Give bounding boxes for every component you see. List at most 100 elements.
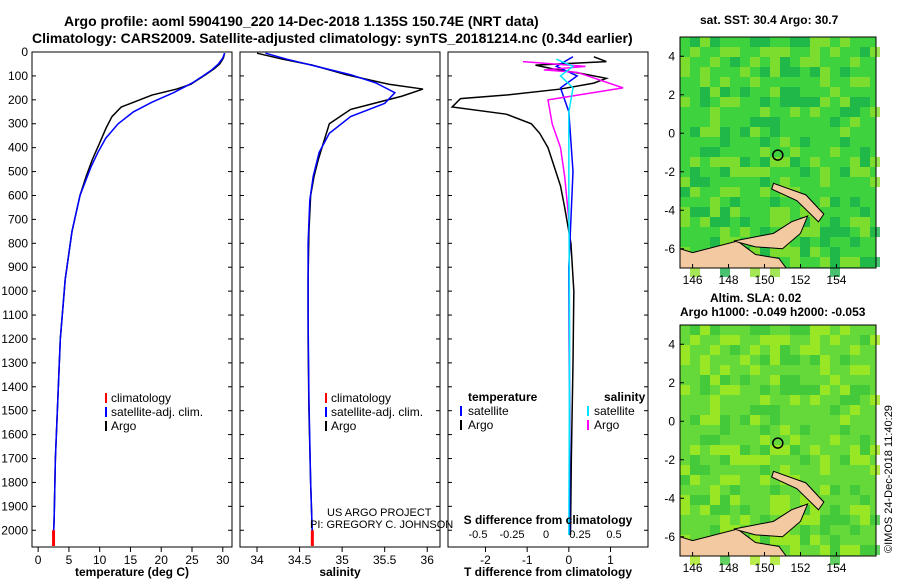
difference-top-tick-label: 0.5: [606, 529, 621, 541]
difference-series-s-argo: [522, 60, 624, 220]
sla-map-cell: [820, 465, 830, 475]
sst-map-cell: [730, 207, 740, 217]
sst-map-cell: [750, 57, 760, 67]
sst-map-cell: [750, 37, 760, 47]
sla-map-cell: [780, 335, 790, 345]
sla-map-cell: [850, 545, 860, 555]
sst-map-cell: [810, 217, 820, 227]
sla-map-cell: [680, 345, 690, 355]
depth-tick-label: 100: [8, 69, 28, 83]
sst-map-cell: [690, 37, 700, 47]
sla-map-cell: [770, 505, 780, 515]
sla-map-cell: [820, 485, 830, 495]
sst-map-cell: [870, 227, 880, 237]
difference-series-s-satellite: [556, 58, 575, 536]
sla-map-cell: [710, 325, 720, 335]
sla-map-cell: [760, 355, 770, 365]
sla-map-cell: [800, 535, 810, 545]
sst-map-cell: [690, 157, 700, 167]
sst-map-cell: [830, 147, 840, 157]
sla-map-cell: [870, 395, 880, 405]
sla-map-cell: [850, 365, 860, 375]
depth-tick-label: 1600: [1, 428, 28, 442]
sst-map-cell: [840, 67, 850, 77]
sst-map-cell: [710, 197, 720, 207]
sla-map-cell: [700, 435, 710, 445]
sst-map-xtick-label: 148: [719, 273, 739, 287]
sla-map-cell: [730, 445, 740, 455]
sla-map-cell: [820, 385, 830, 395]
sst-map-cell: [730, 187, 740, 197]
sla-map-cell: [800, 525, 810, 535]
sst-map-cell: [860, 257, 870, 267]
sst-map-cell: [720, 137, 730, 147]
sla-map-cell: [770, 335, 780, 345]
difference-legend-entry: satellite: [468, 404, 509, 418]
sla-map-cell: [820, 525, 830, 535]
sst-map-cell: [780, 137, 790, 147]
sla-map-frame: [679, 324, 877, 557]
sst-map-cell: [690, 167, 700, 177]
sst-map-cell: [770, 47, 780, 57]
sla-map-cell: [740, 515, 750, 525]
depth-tick-label: 1400: [1, 380, 28, 394]
sla-map-cell: [780, 345, 790, 355]
sst-map-cell: [850, 97, 860, 107]
sst-map-cell: [860, 47, 870, 57]
temperature-legend-entry: Argo: [111, 419, 137, 433]
sst-map-cell: [790, 157, 800, 167]
sla-map-cell: [850, 395, 860, 405]
sst-map-cell: [860, 77, 870, 87]
sla-map-cell: [840, 455, 850, 465]
sst-map-cell: [700, 177, 710, 187]
sla-map-cell: [820, 325, 830, 335]
sst-map-cell: [830, 117, 840, 127]
sla-map-cell: [720, 455, 730, 465]
sst-map-cell: [700, 37, 710, 47]
difference-xlabel: T difference from climatology: [464, 565, 632, 579]
sst-map-cell: [860, 207, 870, 217]
sla-map-cell: [810, 345, 820, 355]
sla-map-cell: [700, 355, 710, 365]
sst-map-cell: [720, 217, 730, 227]
sst-map-cell: [770, 117, 780, 127]
sst-map-cell: [720, 167, 730, 177]
sst-map-cell: [760, 177, 770, 187]
figure-title-line1: Argo profile: aoml 5904190_220 14-Dec-20…: [64, 13, 539, 29]
sla-map-cell: [830, 405, 840, 415]
sst-map-cell: [760, 137, 770, 147]
salinity-xtick-label: 35: [335, 553, 349, 567]
sst-map-cell: [700, 67, 710, 77]
sla-map-cell: [810, 325, 820, 335]
sla-map-cell: [700, 365, 710, 375]
salinity-legend-entry: climatology: [331, 391, 391, 405]
sst-map-cell: [850, 257, 860, 267]
sla-map-cell: [830, 555, 840, 565]
sla-map-cell: [700, 465, 710, 475]
sst-map-cell: [710, 207, 720, 217]
difference-legend-entry: Argo: [594, 418, 620, 432]
sla-map-cell: [780, 445, 790, 455]
sst-map-cell: [870, 177, 880, 187]
sla-map-cell: [680, 495, 690, 505]
sst-map-cell: [810, 57, 820, 67]
sla-map-cell: [800, 385, 810, 395]
sla-map-ytick-label: 2: [668, 376, 675, 390]
sst-map-cell: [780, 247, 790, 257]
sst-map-cell: [710, 87, 720, 97]
sst-map-cell: [730, 57, 740, 67]
sst-map-cell: [760, 157, 770, 167]
sla-map-title-line2: Argo h1000: -0.049 h2000: -0.053: [680, 305, 866, 319]
sst-map-cell: [820, 167, 830, 177]
sst-map-cell: [840, 107, 850, 117]
pi-annotation: PI: GREGORY C. JOHNSON: [310, 519, 453, 531]
sst-map-ytick-label: 2: [668, 88, 675, 102]
sla-map-cell: [750, 365, 760, 375]
sst-map-cell: [700, 207, 710, 217]
sla-map-ytick-label: -6: [664, 530, 675, 544]
sst-map-cell: [720, 77, 730, 87]
sla-map-cell: [710, 435, 720, 445]
sla-map-cell: [870, 465, 880, 475]
sla-map-cell: [860, 545, 870, 555]
sla-map-cell: [700, 505, 710, 515]
